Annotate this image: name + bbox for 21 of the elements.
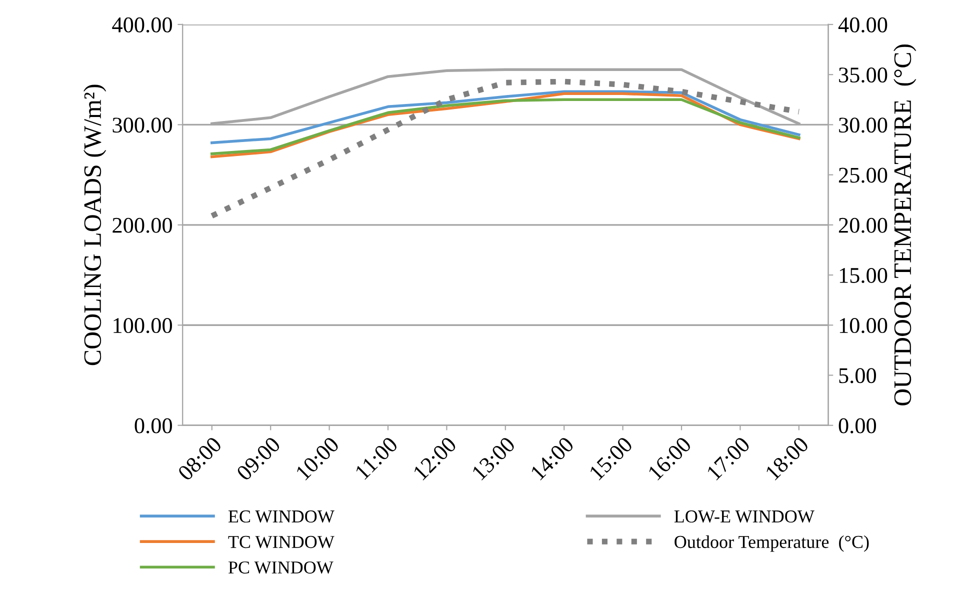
legend-label: TC WINDOW	[228, 536, 334, 548]
y2-tick-label: 5.00	[839, 368, 876, 384]
y-tick-label: 100.00	[114, 318, 172, 334]
y2-tick-label: 30.00	[839, 118, 888, 133]
y2-tick-label: 20.00	[838, 218, 888, 233]
y2-tick-label: 25.00	[838, 168, 888, 183]
y2-tick-label: 0.00	[838, 418, 876, 434]
y2-axis-title: OUTDOOR TEMPERATURE (°C)	[894, 44, 916, 406]
y2-tick-label: 10.00	[840, 318, 888, 334]
y-axis-title: COOLING LOADS (W/m²)	[83, 84, 106, 366]
legend-label: LOW-E WINDOW	[674, 510, 814, 523]
y2-tick-label: 35.00	[839, 68, 888, 83]
y-tick-label: 200.00	[112, 218, 172, 233]
legend-label: EC WINDOW	[228, 510, 334, 523]
y2-tick-label: 40.00	[838, 17, 888, 33]
y-tick-label: 400.00	[112, 17, 172, 33]
y-tick-label: 300.00	[112, 118, 172, 133]
y2-tick-label: 15.00	[840, 268, 888, 284]
legend-label: Outdoor Temperature (°C)	[674, 535, 869, 552]
legend-label: PC WINDOW	[228, 561, 334, 574]
y-tick-label: 0.00	[134, 418, 172, 434]
